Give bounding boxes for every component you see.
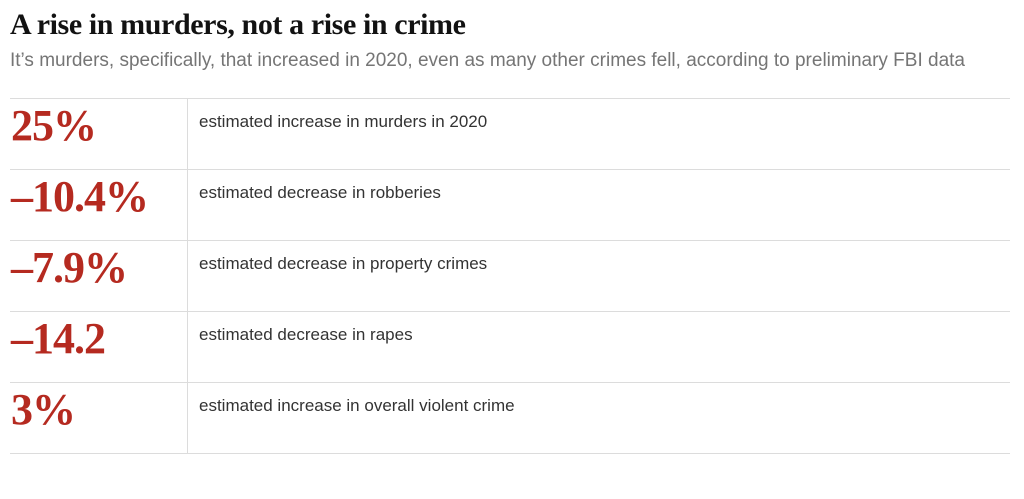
chart-header: A rise in murders, not a rise in crime I… — [0, 0, 1024, 73]
stat-label: estimated decrease in property crimes — [199, 254, 488, 273]
stat-label-cell: estimated decrease in rapes — [187, 312, 1010, 382]
stat-label-cell: estimated increase in murders in 2020 — [187, 99, 1010, 169]
stat-value-cell: –7.9% — [10, 241, 187, 311]
stat-row-rapes: –14.2 estimated decrease in rapes — [10, 311, 1010, 382]
stat-label-cell: estimated decrease in property crimes — [187, 241, 1010, 311]
stat-row-murders: 25% estimated increase in murders in 202… — [10, 98, 1010, 169]
stat-value-cell: –14.2 — [10, 312, 187, 382]
stat-value-cell: 25% — [10, 99, 187, 169]
stat-value: –14.2 — [11, 314, 106, 363]
stat-row-property-crimes: –7.9% estimated decrease in property cri… — [10, 240, 1010, 311]
stat-value: 25% — [11, 101, 97, 150]
stat-label: estimated increase in murders in 2020 — [199, 112, 488, 131]
stat-label-cell: estimated decrease in robberies — [187, 170, 1010, 240]
stat-row-violent-crime: 3% estimated increase in overall violent… — [10, 382, 1010, 453]
stat-value: –10.4% — [11, 172, 149, 221]
stat-value: –7.9% — [11, 243, 128, 292]
stat-label-cell: estimated increase in overall violent cr… — [187, 383, 1010, 453]
stat-label: estimated decrease in robberies — [199, 183, 441, 202]
stat-row-robberies: –10.4% estimated decrease in robberies — [10, 169, 1010, 240]
chart-subtitle: It’s murders, specifically, that increas… — [10, 50, 966, 71]
stat-value-cell: 3% — [10, 383, 187, 453]
stat-value: 3% — [11, 385, 76, 434]
chart-title: A rise in murders, not a rise in crime — [10, 8, 466, 41]
stat-table: 25% estimated increase in murders in 202… — [10, 98, 1010, 454]
stat-label: estimated decrease in rapes — [199, 325, 413, 344]
column-divider-line — [187, 98, 188, 453]
stat-value-cell: –10.4% — [10, 170, 187, 240]
stat-label: estimated increase in overall violent cr… — [199, 396, 515, 415]
